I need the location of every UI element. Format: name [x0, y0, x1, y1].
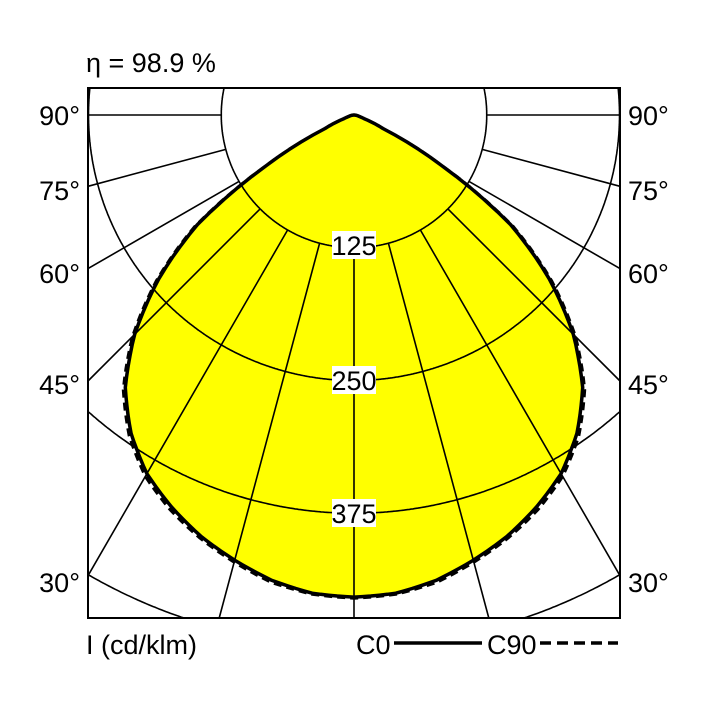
angle-label-left-30: 30° [39, 568, 80, 598]
grid-circle-500 [88, 574, 620, 619]
plot-frame [87, 87, 621, 619]
grid-circle-375 [88, 411, 620, 515]
angle-label-right-60: 60° [628, 259, 669, 289]
grid-ray-right-15 [387, 242, 490, 619]
grid-ray-right-45 [447, 208, 621, 382]
radial-tick-375: 375 [331, 499, 376, 529]
angle-label-right-45: 45° [628, 370, 669, 400]
angle-label-left-45: 45° [39, 370, 80, 400]
angle-labels-right: 90° 75° 60° 45° 30° [628, 101, 669, 598]
radial-tick-125: 125 [331, 231, 376, 261]
legend-label-c0: C0 [356, 630, 391, 660]
grid-ray-right-30 [419, 229, 621, 577]
angle-label-right-75: 75° [628, 176, 669, 206]
grid-ray-left-75 [87, 148, 227, 188]
angle-label-left-75: 75° [39, 176, 80, 206]
grid-ray-left-15 [218, 242, 321, 619]
angle-label-left-90: 90° [39, 101, 80, 131]
unit-label: I (cd/klm) [86, 630, 197, 660]
distribution-curves [121, 113, 587, 600]
angle-labels-left: 90° 75° 60° 45° 30° [39, 101, 80, 598]
legend-label-c90: C90 [487, 630, 537, 660]
grid-ray-left-30 [87, 229, 289, 577]
angle-label-right-30: 30° [628, 568, 669, 598]
angle-label-left-60: 60° [39, 259, 80, 289]
grid-ray-right-75 [481, 148, 621, 188]
efficiency-label: η = 98.9 % [86, 48, 216, 78]
grid-ray-right-60 [468, 180, 621, 270]
polar-grid [87, 88, 621, 619]
curve-c90 [121, 113, 587, 600]
radial-tick-labels: 125 250 375 [331, 231, 377, 529]
legend: C0 C90 [356, 630, 618, 660]
grid-ray-left-60 [87, 180, 240, 270]
grid-circle-250 [87, 88, 621, 382]
radial-tick-250: 250 [331, 366, 376, 396]
grid-ray-left-45 [87, 208, 261, 382]
grid-circle-125 [220, 88, 488, 249]
angle-label-right-90: 90° [628, 101, 669, 131]
